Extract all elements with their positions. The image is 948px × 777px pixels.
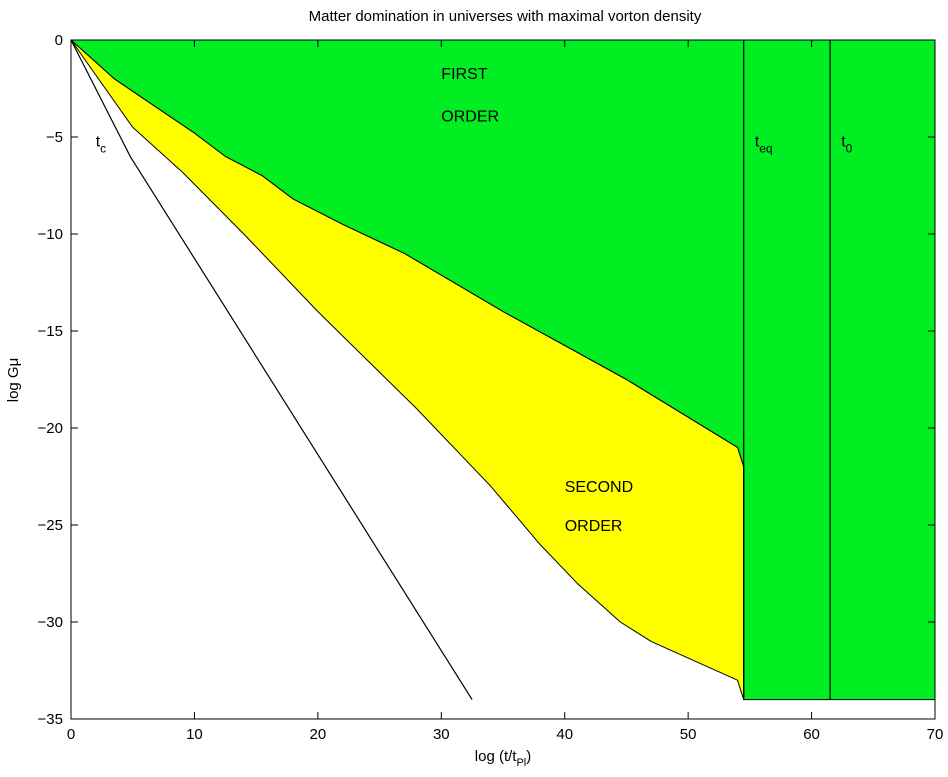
axis-ticks: 0 10 20 30 40 50 60 70 0 −5 −10 −15 −20 −25 −30 −35 (38, 32, 944, 743)
x-axis-label: log (t/tPl) (475, 748, 531, 769)
y-tick-label: 0 (55, 32, 63, 49)
axes-frame (70, 39, 936, 720)
second-order-region (70, 39, 745, 701)
t-c-label-main: t (96, 134, 101, 151)
t-c-label: tc (96, 134, 106, 156)
x-tick-label: 10 (186, 726, 203, 743)
t-0-label-sub: 0 (846, 142, 853, 156)
t-c-line (70, 39, 473, 700)
t-eq-label-main: t (755, 134, 760, 151)
x-tick-label: 40 (556, 726, 573, 743)
x-axis-label-close: ) (526, 748, 531, 765)
first-order-label: FIRST (441, 66, 487, 83)
x-tick-label: 60 (803, 726, 820, 743)
y-tick-label: −35 (38, 711, 63, 728)
t-c-label-sub: c (100, 142, 106, 156)
y-tick-label: −30 (38, 614, 63, 631)
t-eq-label-sub: eq (759, 142, 772, 156)
first-order-label: ORDER (441, 109, 499, 126)
x-tick-label: 50 (680, 726, 697, 743)
y-tick-label: −5 (46, 129, 63, 146)
y-tick-label: −15 (38, 323, 63, 340)
second-order-label: ORDER (565, 518, 623, 535)
x-axis-label-sub: Pl (516, 757, 526, 769)
y-tick-label: −25 (38, 517, 63, 534)
y-axis-label: log Gμ (5, 358, 22, 403)
x-tick-label: 30 (433, 726, 450, 743)
y-tick-label: −10 (38, 226, 63, 243)
x-tick-label: 0 (67, 726, 75, 743)
x-tick-label: 70 (927, 726, 944, 743)
t-0-label: t0 (841, 134, 852, 156)
t-0-label-main: t (841, 134, 846, 151)
chart-title: Matter domination in universes with maxi… (309, 8, 702, 25)
second-order-label: SECOND (565, 479, 633, 496)
t-eq-label: teq (755, 134, 773, 156)
x-axis-label-main: log (t/t (475, 748, 518, 765)
y-tick-label: −20 (38, 420, 63, 437)
x-tick-label: 20 (310, 726, 327, 743)
